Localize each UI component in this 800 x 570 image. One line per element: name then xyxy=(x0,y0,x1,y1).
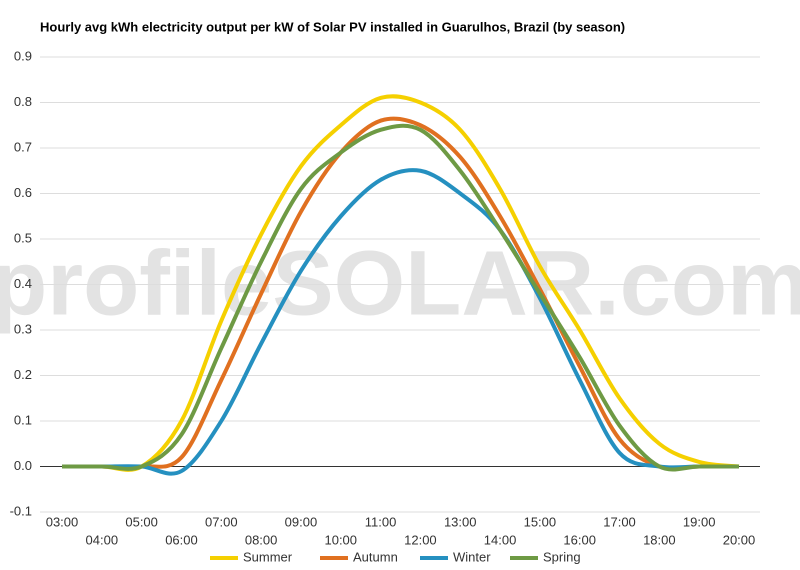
y-tick-label: 0.5 xyxy=(14,230,32,245)
x-tick-label: 04:00 xyxy=(86,532,119,547)
y-tick-label: 0.3 xyxy=(14,321,32,336)
x-tick-label: 10:00 xyxy=(324,532,357,547)
watermark: profileSOLAR.com xyxy=(0,232,800,334)
x-tick-label: 15:00 xyxy=(524,514,557,529)
x-tick-label: 12:00 xyxy=(404,532,437,547)
series-line xyxy=(62,123,739,472)
x-tick-label: 09:00 xyxy=(285,514,318,529)
series-line xyxy=(62,116,739,471)
x-tick-label: 14:00 xyxy=(484,532,517,547)
x-tick-label: 19:00 xyxy=(683,514,716,529)
y-tick-label: 0.2 xyxy=(14,367,32,382)
series-line xyxy=(62,94,740,472)
legend-label: Summer xyxy=(243,549,293,564)
x-tick-label: 20:00 xyxy=(723,532,756,547)
x-tick-label: 08:00 xyxy=(245,532,278,547)
series-line xyxy=(62,168,739,476)
x-tick-label: 16:00 xyxy=(563,532,596,547)
y-tick-label: -0.1 xyxy=(10,503,32,518)
x-tick-label: 13:00 xyxy=(444,514,477,529)
x-tick-label: 05:00 xyxy=(125,514,158,529)
x-tick-label: 06:00 xyxy=(165,532,198,547)
x-tick-label: 03:00 xyxy=(46,514,79,529)
y-tick-label: 0.1 xyxy=(14,412,32,427)
legend-label: Winter xyxy=(453,549,491,564)
x-tick-label: 17:00 xyxy=(603,514,636,529)
y-tick-label: 0.0 xyxy=(14,458,32,473)
y-tick-label: 0.8 xyxy=(14,94,32,109)
x-tick-label: 18:00 xyxy=(643,532,676,547)
y-tick-label: 0.9 xyxy=(14,48,32,63)
y-tick-label: 0.6 xyxy=(14,185,32,200)
y-tick-label: 0.7 xyxy=(14,139,32,154)
chart-title: Hourly avg kWh electricity output per kW… xyxy=(40,19,625,34)
x-tick-label: 11:00 xyxy=(365,514,397,529)
x-tick-label: 07:00 xyxy=(205,514,238,529)
legend-label: Spring xyxy=(543,549,581,564)
y-tick-label: 0.4 xyxy=(14,276,32,291)
legend-label: Autumn xyxy=(353,549,398,564)
